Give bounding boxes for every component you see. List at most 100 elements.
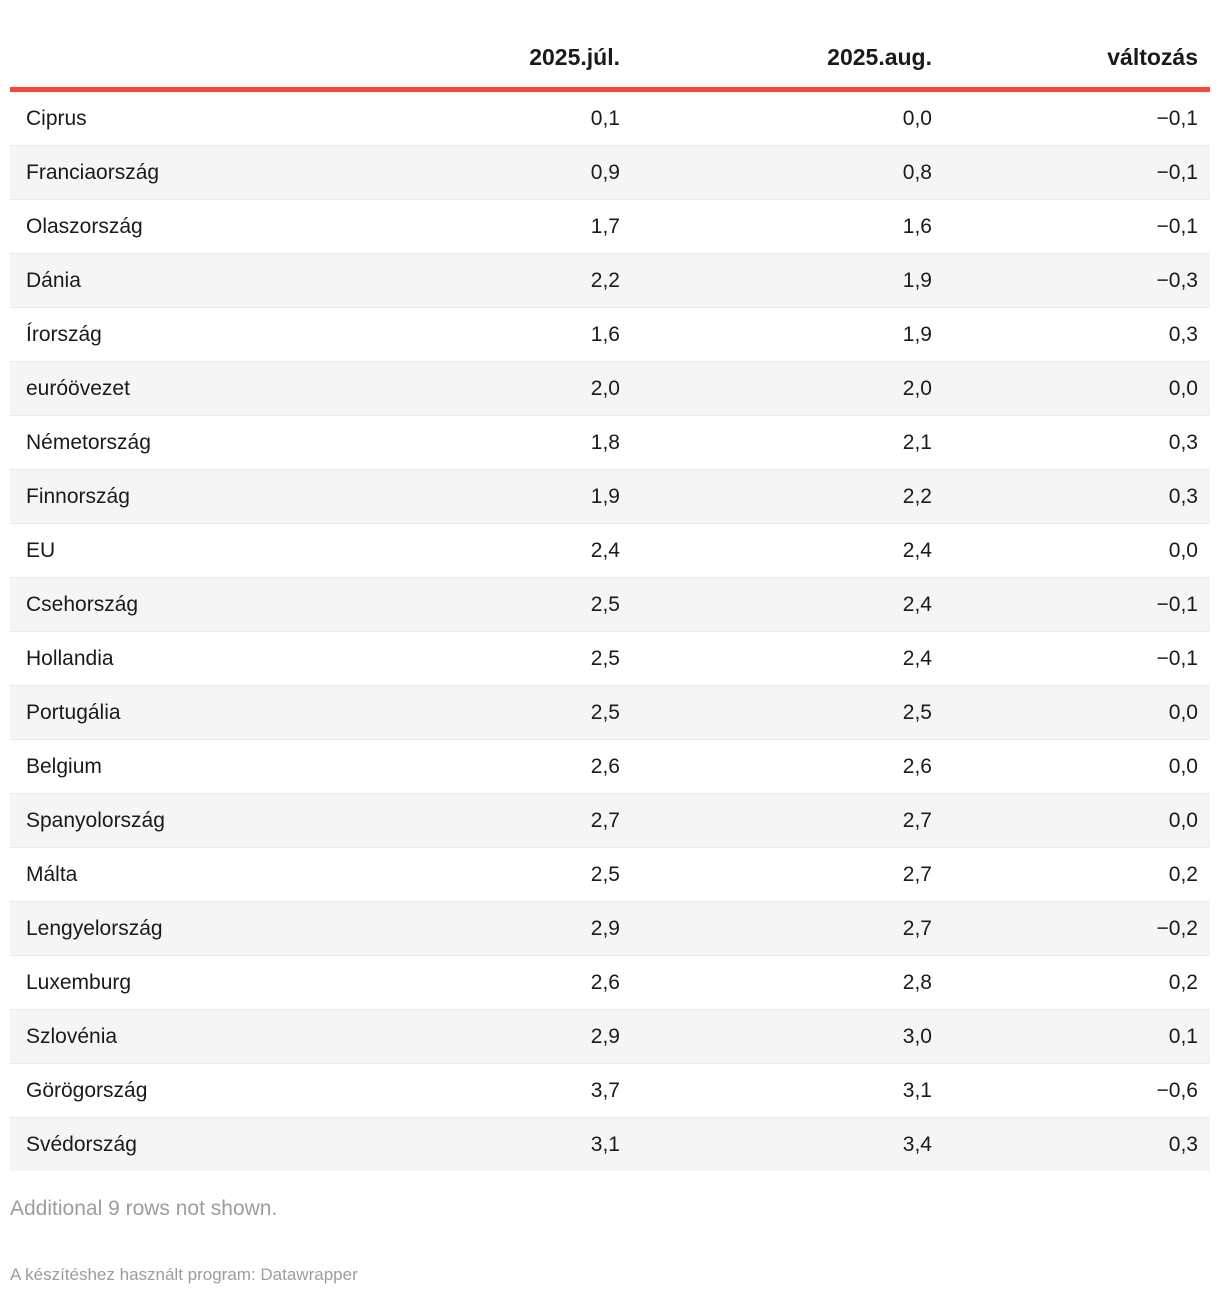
value-cell: 2,9 bbox=[420, 901, 620, 956]
country-cell: Írország bbox=[10, 307, 420, 362]
value-cell: 0,0 bbox=[932, 685, 1210, 740]
table-row: Franciaország 0,9 0,8 −0,1 bbox=[10, 145, 1210, 200]
value-cell: 0,1 bbox=[590, 106, 620, 130]
data-table: 2025.júl. 2025.aug. változás Ciprus 0,1 0,… bbox=[10, 0, 1210, 1171]
value-cell: 2,5 bbox=[420, 847, 620, 902]
table-row: Málta 2,5 2,7 0,2 bbox=[10, 847, 1210, 902]
value-cell: 2,2 bbox=[420, 253, 620, 308]
country-cell: Ciprus bbox=[26, 106, 87, 130]
value-cell: 0,0 bbox=[932, 793, 1210, 848]
value-cell: 2,1 bbox=[620, 415, 932, 470]
additional-rows-note: Additional 9 rows not shown. bbox=[10, 1197, 278, 1220]
value-cell: 0,3 bbox=[932, 415, 1210, 470]
country-cell: euróövezet bbox=[10, 361, 420, 416]
country-cell: Németország bbox=[10, 415, 420, 470]
value-cell: 2,7 bbox=[620, 901, 932, 956]
table-row: Finnország 1,9 2,2 0,3 bbox=[10, 469, 1210, 524]
table-body: Ciprus 0,1 0,0 −0,1 Franciaország 0,9 0,8 −0,1 O… bbox=[10, 90, 1210, 1171]
column-header-jul: 2025.júl. bbox=[420, 0, 620, 92]
table-header: 2025.júl. 2025.aug. változás bbox=[10, 0, 1210, 92]
value-cell: 2,6 bbox=[420, 955, 620, 1010]
value-cell: 2,5 bbox=[420, 631, 620, 686]
value-cell: 0,8 bbox=[620, 145, 932, 200]
value-cell: −0,3 bbox=[932, 253, 1210, 308]
value-cell: 2,4 bbox=[420, 523, 620, 578]
value-cell: 0,1 bbox=[932, 1009, 1210, 1064]
value-cell: 2,6 bbox=[620, 739, 932, 794]
value-cell: 2,4 bbox=[620, 631, 932, 686]
value-cell: −0,1 bbox=[932, 631, 1210, 686]
table-row: Németország 1,8 2,1 0,3 bbox=[10, 415, 1210, 470]
value-cell: 2,9 bbox=[420, 1009, 620, 1064]
table-row: Portugália 2,5 2,5 0,0 bbox=[10, 685, 1210, 740]
value-cell: 0,0 bbox=[932, 739, 1210, 794]
value-cell: 3,1 bbox=[420, 1117, 620, 1171]
value-cell: 3,7 bbox=[420, 1063, 620, 1118]
table-row: Belgium 2,6 2,6 0,0 bbox=[10, 739, 1210, 794]
value-cell: 3,1 bbox=[620, 1063, 932, 1118]
table-row: EU 2,4 2,4 0,0 bbox=[10, 523, 1210, 578]
country-cell: Olaszország bbox=[10, 199, 420, 254]
value-cell: 2,2 bbox=[620, 469, 932, 524]
table-row: Olaszország 1,7 1,6 −0,1 bbox=[10, 199, 1210, 254]
value-cell: 0,9 bbox=[420, 145, 620, 200]
value-cell: 2,5 bbox=[420, 685, 620, 740]
column-header-country bbox=[10, 0, 420, 92]
value-cell: 0,3 bbox=[932, 1117, 1210, 1171]
country-cell: Dánia bbox=[10, 253, 420, 308]
table-row: Luxemburg 2,6 2,8 0,2 bbox=[10, 955, 1210, 1010]
value-cell: 1,9 bbox=[620, 307, 932, 362]
value-cell: 2,5 bbox=[420, 577, 620, 632]
country-cell: Lengyelország bbox=[10, 901, 420, 956]
table-row: Lengyelország 2,9 2,7 −0,2 bbox=[10, 901, 1210, 956]
value-cell: −0,1 bbox=[1156, 106, 1198, 130]
value-cell: 0,3 bbox=[932, 469, 1210, 524]
value-cell: 3,0 bbox=[620, 1009, 932, 1064]
value-cell: 0,2 bbox=[932, 847, 1210, 902]
table-row: euróövezet 2,0 2,0 0,0 bbox=[10, 361, 1210, 416]
value-cell: 1,9 bbox=[620, 253, 932, 308]
value-cell: 2,7 bbox=[420, 793, 620, 848]
country-cell: Svédország bbox=[10, 1117, 420, 1171]
country-cell: Szlovénia bbox=[10, 1009, 420, 1064]
table-row: Svédország 3,1 3,4 0,3 bbox=[10, 1117, 1210, 1171]
value-cell: 0,2 bbox=[932, 955, 1210, 1010]
table-row: Ciprus 0,1 0,0 −0,1 bbox=[10, 90, 1210, 146]
table-row: Csehország 2,5 2,4 −0,1 bbox=[10, 577, 1210, 632]
value-cell: −0,2 bbox=[932, 901, 1210, 956]
value-cell: 2,0 bbox=[620, 361, 932, 416]
table-row: Dánia 2,2 1,9 −0,3 bbox=[10, 253, 1210, 308]
column-header-change: változás bbox=[932, 0, 1210, 92]
value-cell: 0,0 bbox=[932, 361, 1210, 416]
country-cell: Franciaország bbox=[10, 145, 420, 200]
column-header-aug: 2025.aug. bbox=[620, 0, 932, 92]
value-cell: 1,7 bbox=[420, 199, 620, 254]
value-cell: 2,4 bbox=[620, 577, 932, 632]
value-cell: 1,9 bbox=[420, 469, 620, 524]
value-cell: 1,6 bbox=[420, 307, 620, 362]
value-cell: −0,1 bbox=[932, 145, 1210, 200]
country-cell: EU bbox=[10, 523, 420, 578]
table-row: Írország 1,6 1,9 0,3 bbox=[10, 307, 1210, 362]
country-cell: Belgium bbox=[10, 739, 420, 794]
value-cell: −0,1 bbox=[932, 199, 1210, 254]
country-cell: Luxemburg bbox=[10, 955, 420, 1010]
country-cell: Spanyolország bbox=[10, 793, 420, 848]
value-cell: 2,5 bbox=[620, 685, 932, 740]
country-cell: Görögország bbox=[10, 1063, 420, 1118]
value-cell: 2,4 bbox=[620, 523, 932, 578]
value-cell: 2,0 bbox=[420, 361, 620, 416]
value-cell: 0,3 bbox=[932, 307, 1210, 362]
table-row: Szlovénia 2,9 3,0 0,1 bbox=[10, 1009, 1210, 1064]
country-cell: Málta bbox=[10, 847, 420, 902]
value-cell: −0,6 bbox=[932, 1063, 1210, 1118]
value-cell: 2,6 bbox=[420, 739, 620, 794]
value-cell: 0,0 bbox=[902, 106, 932, 130]
value-cell: 0,0 bbox=[932, 523, 1210, 578]
table-row: Spanyolország 2,7 2,7 0,0 bbox=[10, 793, 1210, 848]
table-row: Hollandia 2,5 2,4 −0,1 bbox=[10, 631, 1210, 686]
value-cell: 3,4 bbox=[620, 1117, 932, 1171]
value-cell: 2,8 bbox=[620, 955, 932, 1010]
value-cell: 2,7 bbox=[620, 847, 932, 902]
